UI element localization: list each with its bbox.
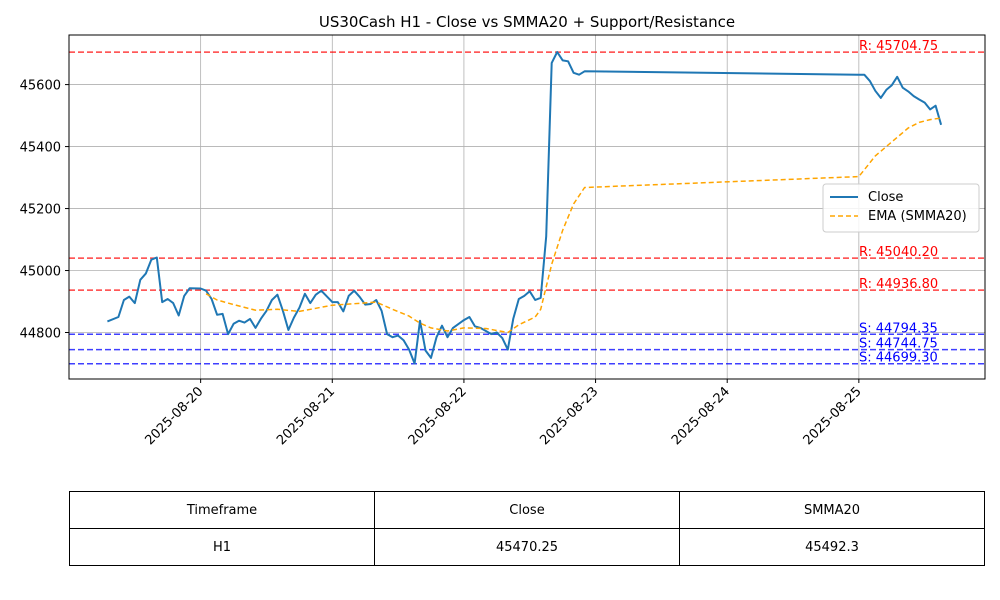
smma-series-line [205, 117, 942, 334]
series [107, 51, 943, 365]
x-tick-label: 2025-08-20 [142, 384, 206, 448]
x-tick-label: 2025-08-22 [406, 384, 470, 448]
x-tick-label: 2025-08-25 [801, 384, 865, 448]
legend-smma-label: EMA (SMMA20) [868, 209, 967, 224]
summary-table: Timeframe Close SMMA20 H1 45470.25 45492… [69, 491, 985, 566]
table-cell: 45492.3 [679, 528, 985, 566]
support-label: S: 44699.30 [859, 351, 938, 366]
y-tick-label: 45200 [20, 203, 61, 218]
table-header-cell: Close [374, 491, 680, 529]
legend-box [822, 183, 980, 233]
axes: 2025-08-20 2025-08-21 2025-08-22 2025-08-23… [20, 79, 865, 449]
table-cell: 45470.25 [374, 528, 680, 566]
y-tick-label: 44800 [20, 327, 61, 342]
legend: Close EMA (SMMA20) [822, 183, 980, 233]
resistance-label: R: 45704.75 [859, 39, 938, 54]
support-label: S: 44794.35 [859, 321, 938, 336]
table-header-row: Timeframe Close SMMA20 [69, 491, 985, 529]
y-tick-label: 45600 [20, 79, 61, 94]
x-tick-label: 2025-08-21 [274, 384, 338, 448]
chart-title: US30Cash H1 - Close vs SMMA20 + Support/… [319, 13, 735, 31]
resistance-label: R: 44936.80 [859, 277, 938, 292]
y-tick-label: 45000 [20, 265, 61, 280]
levels: R: 45704.75 R: 45040.20 R: 44936.80 S: 4479… [69, 39, 985, 366]
y-tick-label: 45400 [20, 141, 61, 156]
legend-close-label: Close [868, 190, 903, 205]
table-header-cell: SMMA20 [679, 491, 985, 529]
resistance-label: R: 45040.20 [859, 245, 938, 260]
table-cell: H1 [69, 528, 375, 566]
table-header-cell: Timeframe [69, 491, 375, 529]
chart: US30Cash H1 - Close vs SMMA20 + Support/… [20, 13, 986, 449]
close-series-line [107, 51, 943, 365]
plot-frame [68, 34, 986, 380]
x-tick-label: 2025-08-23 [537, 384, 601, 448]
x-tick-label: 2025-08-24 [669, 384, 733, 448]
table-row: H1 45470.25 45492.3 [69, 528, 985, 566]
support-label: S: 44744.75 [859, 337, 938, 352]
